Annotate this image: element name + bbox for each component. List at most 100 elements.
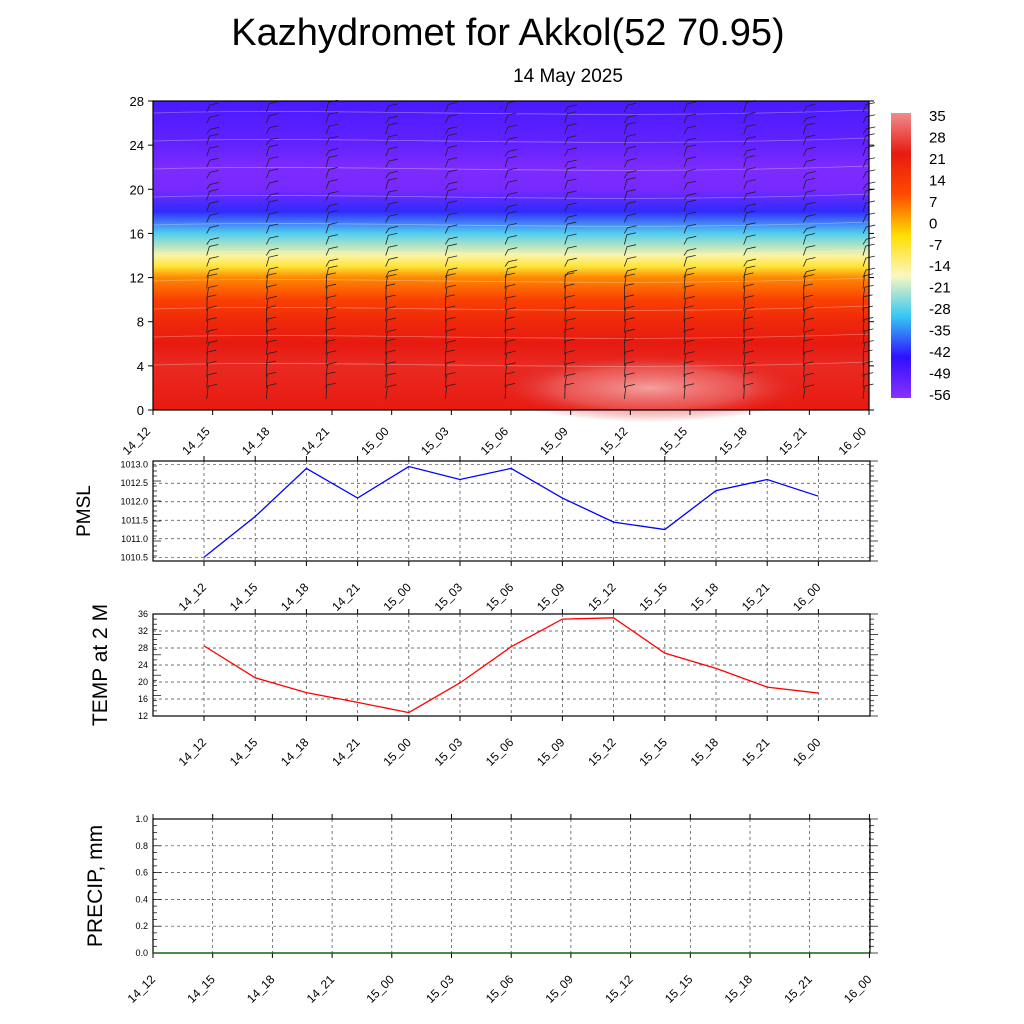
wind-barb (623, 349, 635, 366)
colorbar-label: -21 (929, 280, 951, 297)
wind-barb (564, 269, 578, 278)
heatmap-xtick-label: 15_18 (716, 424, 750, 458)
xtick-label: 15_03 (432, 580, 466, 614)
wind-barb (743, 234, 756, 245)
xtick-label: 14_18 (278, 735, 312, 769)
wind-barb (325, 338, 337, 355)
wind-barb (385, 244, 398, 256)
wind-barb (266, 180, 279, 190)
wind-barb (206, 340, 218, 355)
wind-barb (683, 144, 696, 157)
wind-barb (862, 273, 874, 289)
wind-barb (683, 328, 695, 344)
wind-barb (206, 360, 217, 377)
wind-barb (683, 284, 695, 300)
wind-barb (683, 266, 696, 278)
wind-barb (265, 254, 279, 267)
ytick-label: 12 (138, 711, 148, 721)
wind-barb (803, 158, 816, 168)
wind-barb (564, 104, 578, 113)
wind-barb (504, 339, 516, 355)
wind-barb (444, 200, 458, 212)
wind-barb (444, 339, 457, 355)
xtick-label: 14_12 (176, 735, 210, 769)
xtick-label: 15_03 (432, 735, 466, 769)
wind-barb (683, 383, 695, 399)
wind-barb (802, 384, 815, 400)
xtick-label: 16_00 (841, 972, 875, 1006)
wind-barb (385, 177, 398, 190)
heatmap-xtick-label: 15_21 (776, 424, 810, 458)
heatmap-ytick-label: 0 (137, 403, 144, 418)
wind-barb (206, 213, 219, 223)
wind-barb (266, 192, 279, 201)
wind-barb (504, 100, 517, 113)
heatmap-xtick-label: 15_06 (478, 424, 512, 458)
colorbar-label: -49 (929, 366, 951, 383)
wind-barb (862, 372, 874, 388)
wind-barb (385, 361, 396, 377)
wind-barb (623, 273, 635, 289)
wind-barb (743, 265, 756, 278)
heatmap-contour (152, 361, 870, 367)
heatmap-contour (152, 305, 870, 311)
heatmap-xtick-label: 15_12 (597, 424, 631, 458)
wind-barb (564, 123, 577, 135)
colorbar-label: 14 (929, 172, 946, 189)
wind-barb (743, 306, 755, 322)
wind-barb (265, 211, 279, 223)
xtick-label: 15_09 (534, 580, 568, 614)
wind-barb (385, 349, 396, 366)
xtick-label: 14_15 (227, 580, 261, 614)
wind-barb (444, 243, 458, 256)
wind-barb (504, 266, 517, 278)
heatmap-ytick-label: 24 (130, 138, 144, 153)
wind-barb (325, 258, 339, 267)
wind-barb (683, 223, 697, 234)
wind-barb (862, 157, 876, 168)
wind-barb (325, 306, 337, 322)
wind-barb (265, 284, 277, 300)
wind-barb (385, 189, 398, 201)
wind-barb (504, 284, 516, 300)
wind-barb (504, 223, 517, 234)
xtick-label: 15_21 (739, 735, 773, 769)
wind-barb (265, 351, 278, 366)
wind-barb (206, 285, 218, 300)
wind-barb (444, 188, 458, 201)
ytick-label: 0.2 (135, 921, 148, 931)
wind-barb (325, 222, 338, 234)
wind-barb (564, 317, 576, 333)
wind-barb (802, 349, 814, 366)
wind-barb (564, 257, 577, 267)
wind-barb (325, 179, 339, 190)
wind-barb (504, 259, 518, 267)
wind-barb (325, 295, 337, 311)
xtick-label: 15_12 (585, 580, 619, 614)
wind-barb (206, 114, 219, 124)
wind-barb (265, 339, 277, 355)
wind-barb (265, 144, 279, 157)
wind-barb (444, 255, 458, 267)
wind-barb (564, 190, 577, 201)
xtick-label: 15_21 (739, 580, 773, 614)
xtick-label: 14_21 (304, 972, 338, 1006)
wind-barb (325, 210, 338, 223)
wind-barb (206, 317, 217, 333)
wind-barb (504, 155, 517, 168)
wind-barb (743, 112, 756, 124)
wind-barb (325, 234, 339, 245)
wind-barb (623, 317, 635, 333)
ytick-label: 0.4 (135, 894, 148, 904)
heatmap-ytick-label: 12 (130, 271, 144, 286)
wind-barb (504, 112, 517, 124)
ytick-label: 1013.0 (120, 460, 148, 470)
wind-barb (564, 166, 577, 179)
heatmap-xtick-label: 16_00 (836, 424, 870, 458)
wind-barb (683, 351, 695, 366)
wind-barb (564, 338, 575, 355)
ytick-label: 1.0 (135, 814, 148, 824)
wind-barb (743, 327, 754, 344)
wind-barb (325, 203, 339, 212)
wind-barb (504, 247, 518, 256)
